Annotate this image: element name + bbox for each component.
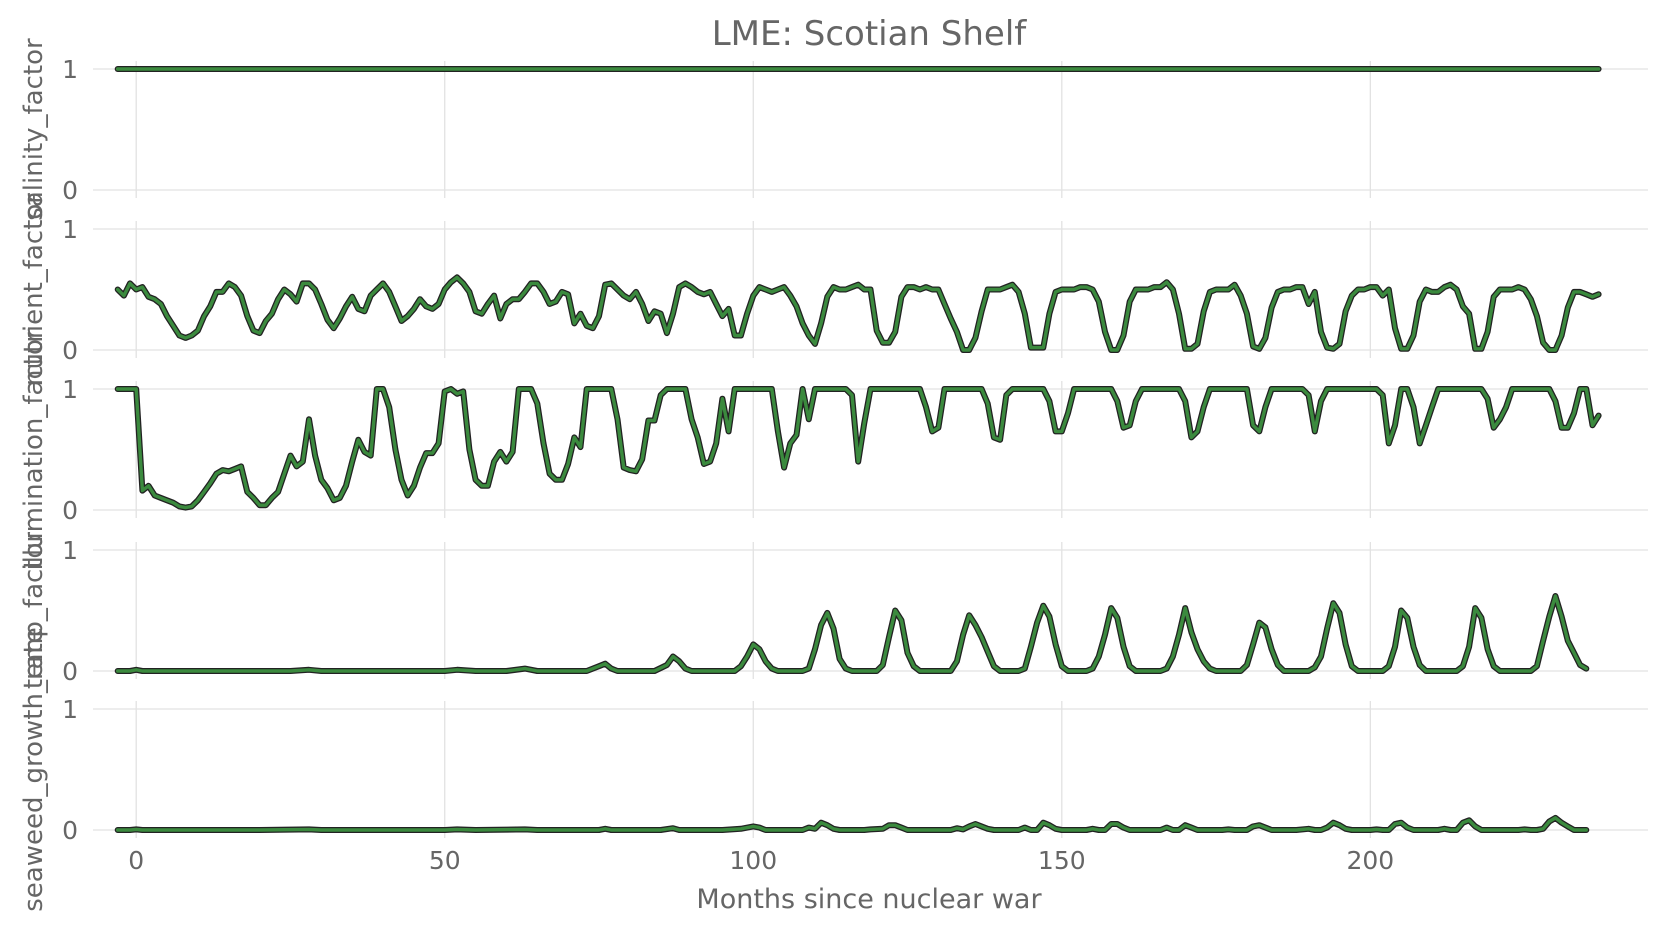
- series-line: [116, 594, 1588, 673]
- series-line-outline: [114, 814, 1590, 833]
- y-tick-label: 0: [62, 496, 78, 525]
- y-axis-label: temp_factor: [19, 532, 49, 690]
- y-tick-label: 1: [62, 375, 78, 404]
- panel-illumination_factor: 0 1 illumination_factor: [19, 328, 1648, 571]
- panel-seaweed_growth_rate: 0 1 seaweed_growth_rate: [19, 627, 1648, 912]
- x-tick-label: 150: [1038, 846, 1086, 875]
- panel-nutrient_factor: 0 1 nutrient_factor: [19, 193, 1648, 386]
- y-axis-label: seaweed_growth_rate: [19, 627, 49, 912]
- series-line-outline: [114, 593, 1590, 674]
- y-tick-label: 1: [62, 55, 78, 84]
- y-tick-label: 0: [62, 176, 78, 205]
- series-line: [116, 816, 1588, 832]
- panels-layer: 0 1 salinity_factor 0 1 nutrient_factor 0 1 illu…: [19, 38, 1648, 912]
- chart-title: LME: Scotian Shelf: [712, 14, 1028, 54]
- x-tick-label: 100: [729, 846, 777, 875]
- y-tick-label: 1: [62, 215, 78, 244]
- y-tick-label: 1: [62, 536, 78, 565]
- series-line: [116, 387, 1601, 510]
- y-axis-label: salinity_factor: [19, 38, 49, 221]
- y-axis-label: illumination_factor: [19, 328, 49, 570]
- y-tick-label: 0: [62, 657, 78, 686]
- y-tick-label: 1: [62, 695, 78, 724]
- panel-temp_factor: 0 1 temp_factor: [19, 532, 1648, 690]
- y-tick-label: 0: [62, 816, 78, 845]
- y-tick-label: 0: [62, 336, 78, 365]
- panel-salinity_factor: 0 1 salinity_factor: [19, 38, 1648, 221]
- x-tick-label: 50: [429, 846, 461, 875]
- x-tick-label: 200: [1346, 846, 1394, 875]
- x-axis-label: Months since nuclear war: [696, 884, 1042, 915]
- x-axis: 0 50 100 150 200: [128, 846, 1394, 875]
- series-line: [116, 275, 1601, 352]
- x-tick-label: 0: [128, 846, 144, 875]
- y-axis-label: nutrient_factor: [19, 193, 49, 386]
